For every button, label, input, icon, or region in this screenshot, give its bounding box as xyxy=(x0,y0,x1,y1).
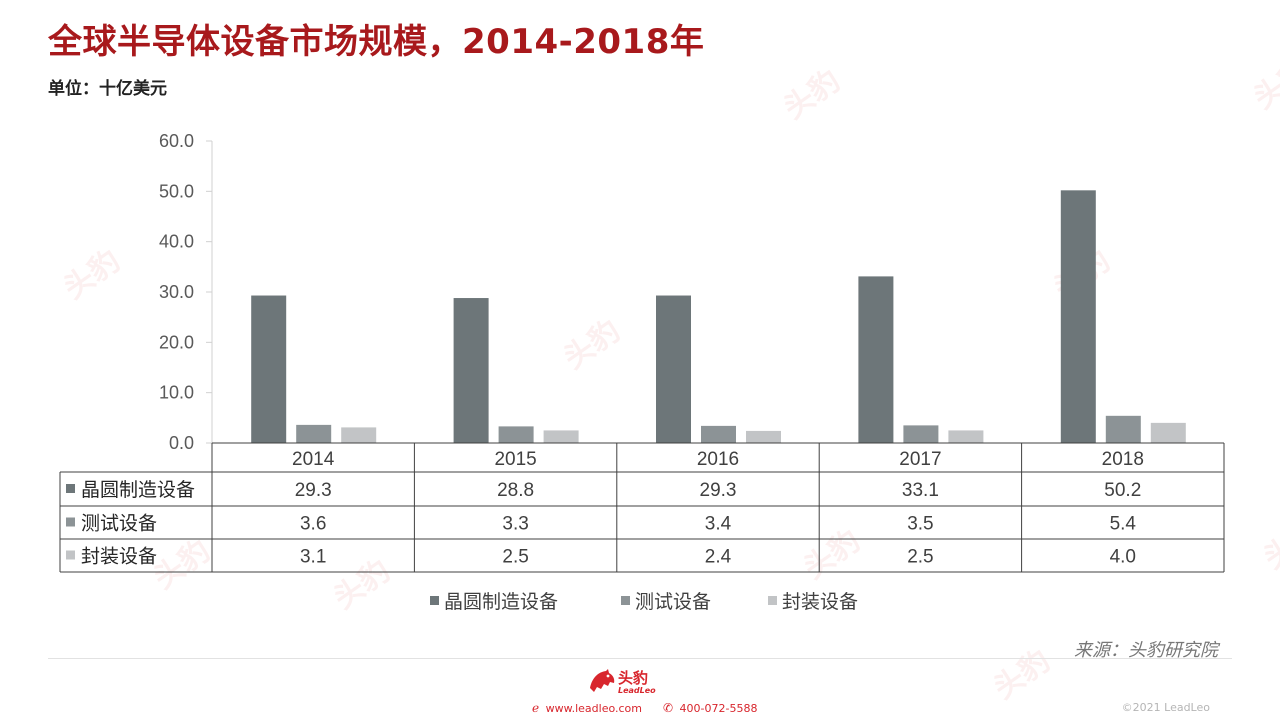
table-cell-value: 3.6 xyxy=(300,514,326,535)
web-icon: ℯ xyxy=(532,701,540,715)
y-tick-label: 60.0 xyxy=(159,131,194,151)
x-category-label: 2016 xyxy=(697,449,739,470)
bar-0-2018 xyxy=(1060,190,1096,443)
legend-swatch xyxy=(621,596,630,605)
table-cell-value: 2.4 xyxy=(705,547,732,568)
website-link[interactable]: www.leadleo.com xyxy=(545,701,642,715)
bar-2-2016 xyxy=(746,430,781,443)
bar-0-2015 xyxy=(453,298,489,443)
table-cell-value: 2.5 xyxy=(907,547,933,568)
legend-swatch xyxy=(768,596,777,605)
copyright: ©2021 LeadLeo xyxy=(1121,701,1210,714)
bar-2-2015 xyxy=(543,430,579,443)
legend-label: 测试设备 xyxy=(635,591,711,613)
leopard-logo-icon xyxy=(590,669,615,692)
table-cell-value: 5.4 xyxy=(1110,514,1137,535)
x-category-label: 2018 xyxy=(1102,449,1144,470)
logo-text-cn: 头豹 xyxy=(618,669,649,687)
bar-1-2018 xyxy=(1105,415,1141,443)
table-legend-swatch xyxy=(66,484,75,493)
leadleo-logo: 头豹 LeadLeo xyxy=(588,666,678,700)
table-series-label: 测试设备 xyxy=(81,513,157,535)
y-tick-label: 0.0 xyxy=(169,433,194,453)
bar-1-2015 xyxy=(498,426,534,443)
unit-label: 单位：十亿美元 xyxy=(48,79,167,99)
bar-1-2014 xyxy=(296,424,332,443)
table-cell-value: 4.0 xyxy=(1110,547,1136,568)
bar-2-2017 xyxy=(948,430,984,443)
table-cell-value: 29.3 xyxy=(700,480,737,501)
bar-2-2014 xyxy=(341,427,377,443)
source-note: 来源：头豹研究院 xyxy=(1074,640,1218,661)
y-tick-label: 20.0 xyxy=(159,332,194,352)
x-category-label: 2015 xyxy=(494,449,536,470)
legend-label: 封装设备 xyxy=(782,591,858,613)
y-tick-label: 10.0 xyxy=(159,383,194,403)
contact-info: ℯ www.leadleo.com ✆ 400-072-5588 xyxy=(532,701,757,715)
legend-label: 晶圆制造设备 xyxy=(444,591,558,613)
y-tick-label: 50.0 xyxy=(159,181,194,201)
x-category-label: 2017 xyxy=(899,449,941,470)
table-cell-value: 33.1 xyxy=(902,480,939,501)
bar-0-2014 xyxy=(251,295,287,443)
phone-icon: ✆ xyxy=(662,701,674,715)
bar-0-2016 xyxy=(656,295,691,443)
table-series-label: 晶圆制造设备 xyxy=(81,479,195,501)
bar-1-2016 xyxy=(701,425,736,443)
bar-1-2017 xyxy=(903,425,939,443)
table-cell-value: 29.3 xyxy=(295,480,332,501)
table-cell-value: 3.3 xyxy=(502,514,528,535)
table-cell-value: 3.1 xyxy=(300,547,326,568)
y-tick-label: 30.0 xyxy=(159,282,194,302)
page-title: 全球半导体设备市场规模，2014-2018年 xyxy=(48,22,705,62)
table-series-label: 封装设备 xyxy=(81,546,157,568)
x-category-label: 2014 xyxy=(292,449,335,470)
table-cell-value: 28.8 xyxy=(497,480,534,501)
footer-divider xyxy=(48,658,1232,659)
legend-swatch xyxy=(430,596,439,605)
phone-number: 400-072-5588 xyxy=(679,701,758,715)
bar-0-2017 xyxy=(858,276,894,443)
table-cell-value: 3.4 xyxy=(705,514,732,535)
logo-text-en: LeadLeo xyxy=(618,686,656,695)
table-cell-value: 50.2 xyxy=(1104,480,1141,501)
table-legend-swatch xyxy=(66,517,75,527)
table-cell-value: 3.5 xyxy=(907,514,933,535)
table-cell-value: 2.5 xyxy=(502,547,528,568)
bar-2-2018 xyxy=(1150,422,1186,443)
y-tick-label: 40.0 xyxy=(159,232,194,252)
table-legend-swatch xyxy=(66,550,75,560)
